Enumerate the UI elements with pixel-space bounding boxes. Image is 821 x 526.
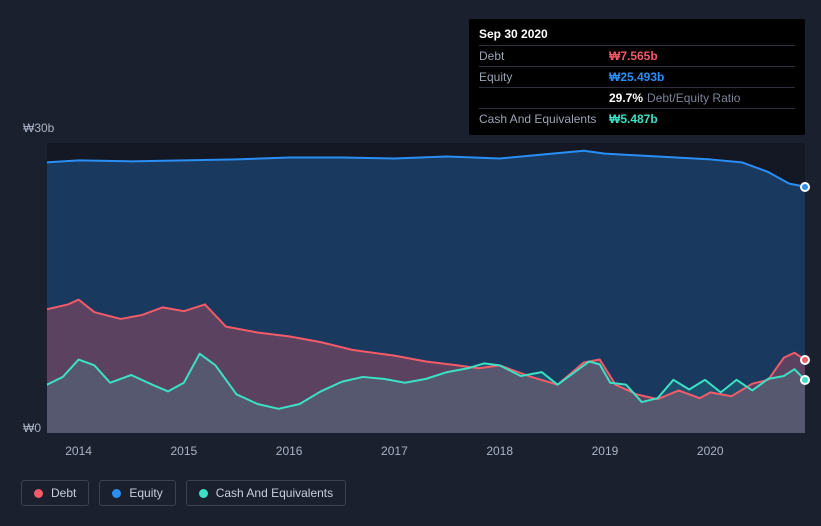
x-axis-tick: 2019 — [592, 444, 619, 458]
tooltip-row: Equity₩25.493b — [479, 66, 795, 87]
legend-label: Cash And Equivalents — [216, 486, 333, 500]
chart-tooltip: Sep 30 2020 Debt₩7.565bEquity₩25.493b29.… — [469, 19, 805, 135]
legend-swatch — [112, 489, 121, 498]
tooltip-row-value: ₩5.487b — [609, 110, 658, 128]
tooltip-ratio-label: Debt/Equity Ratio — [647, 89, 740, 107]
chart-legend: Debt Equity Cash And Equivalents — [21, 480, 346, 506]
tooltip-date: Sep 30 2020 — [479, 25, 795, 45]
x-axis-tick: 2017 — [381, 444, 408, 458]
legend-item-cash[interactable]: Cash And Equivalents — [186, 480, 346, 506]
debt-equity-chart — [47, 143, 805, 433]
tooltip-row: Cash And Equivalents₩5.487b — [479, 108, 795, 129]
legend-item-equity[interactable]: Equity — [99, 480, 175, 506]
tooltip-row-value: ₩25.493b — [609, 68, 664, 86]
tooltip-row-value: ₩7.565b — [609, 47, 658, 65]
x-axis-tick: 2020 — [697, 444, 724, 458]
legend-swatch — [199, 489, 208, 498]
tooltip-ratio-value: 29.7% — [609, 89, 643, 107]
legend-label: Debt — [51, 486, 76, 500]
legend-label: Equity — [129, 486, 162, 500]
debt-endpoint-marker — [800, 355, 810, 365]
tooltip-row-label: Equity — [479, 68, 609, 86]
y-axis-label-bottom: ₩0 — [23, 421, 41, 435]
cash-endpoint-marker — [800, 375, 810, 385]
legend-swatch — [34, 489, 43, 498]
tooltip-row-label: Debt — [479, 47, 609, 65]
tooltip-row: 29.7%Debt/Equity Ratio — [479, 87, 795, 108]
tooltip-row-label: Cash And Equivalents — [479, 110, 609, 128]
x-axis-tick: 2014 — [65, 444, 92, 458]
equity-endpoint-marker — [800, 182, 810, 192]
x-axis-tick: 2015 — [171, 444, 198, 458]
tooltip-row: Debt₩7.565b — [479, 45, 795, 66]
y-axis-label-top: ₩30b — [23, 121, 54, 135]
tooltip-row-label — [479, 89, 609, 107]
legend-item-debt[interactable]: Debt — [21, 480, 89, 506]
x-axis-tick: 2016 — [276, 444, 303, 458]
x-axis-tick: 2018 — [486, 444, 513, 458]
